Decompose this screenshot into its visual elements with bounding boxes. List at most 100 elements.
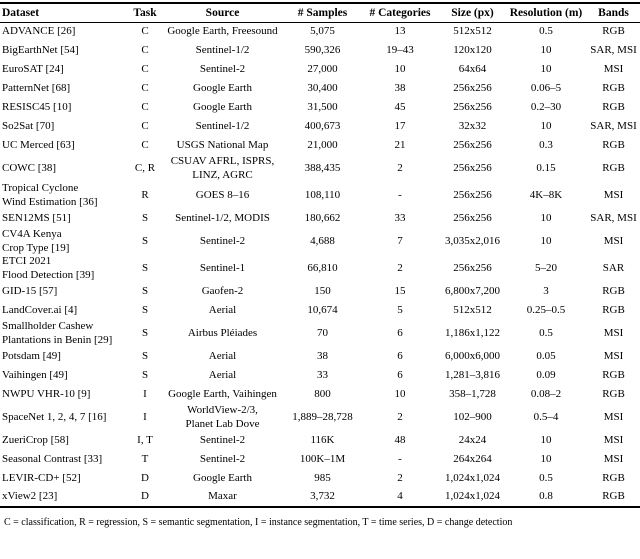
cell-source: Sentinel-2 [199,452,246,465]
cell-dataset: ETCI 2021 Flood Detection [39] [2,255,95,281]
cell-samples: 100K–1M [299,452,346,465]
cell-task: D [141,490,149,503]
cell-source: Sentinel-1 [199,261,246,274]
cell-task: D [141,471,149,484]
cell-source: Google Earth [193,81,252,94]
cell-dataset: xView2 [23] [2,490,58,503]
table-row: RESISC45 [10] C Google Earth 31,500 45 2… [0,98,640,117]
cell-categories: 2 [397,261,403,274]
cell-size: 6,800x7,200 [445,284,500,297]
table-row: CV4A Kenya Crop Type [19] S Sentinel-2 4… [0,228,640,255]
cell-bands: SAR, MSI [590,119,637,132]
cell-source: USGS National Map [176,138,269,151]
table-row: NWPU VHR-10 [9] I Google Earth, Vaihinge… [0,385,640,404]
cell-resolution: 10 [540,62,552,75]
table-row: LandCover.ai [4] S Aerial 10,674 5 512x5… [0,301,640,320]
cell-dataset: LEVIR-CD+ [52] [2,471,81,484]
cell-source: WorldView-2/3, Planet Lab Dove [185,404,260,430]
datasets-table: Dataset Task Source # Samples # Categori… [0,2,640,508]
cell-samples: 400,673 [304,119,341,132]
cell-categories: 4 [397,490,403,503]
cell-source: Sentinel-2 [199,62,246,75]
cell-samples: 66,810 [307,261,338,274]
cell-size: 3,035x2,016 [445,234,500,247]
cell-samples: 108,110 [304,188,341,201]
cell-size: 1,024x1,024 [445,471,500,484]
cell-bands: RGB [602,161,625,174]
cell-resolution: 0.06–5 [530,81,562,94]
cell-resolution: 0.09 [536,368,556,381]
cell-samples: 1,889–28,728 [292,410,353,423]
cell-source: Gaofen-2 [201,284,244,297]
cell-task: S [141,261,149,274]
cell-categories: 6 [397,349,403,362]
cell-resolution: 10 [540,452,552,465]
cell-bands: RGB [602,387,625,400]
cell-samples: 150 [314,284,331,297]
table-row: SEN12MS [51] S Sentinel-1/2, MODIS 180,6… [0,209,640,228]
cell-dataset: CV4A Kenya Crop Type [19] [2,228,70,254]
cell-samples: 388,435 [304,161,341,174]
cell-bands: RGB [602,471,625,484]
cell-categories: 17 [394,119,406,132]
table-row: Tropical Cyclone Wind Estimation [36] R … [0,182,640,209]
cell-categories: 19–43 [386,43,414,56]
cell-categories: 5 [397,303,403,316]
column-header-task: Task [133,6,157,19]
cell-size: 24x24 [458,433,487,446]
cell-categories: 48 [394,433,406,446]
table-row: BigEarthNet [54] C Sentinel-1/2 590,326 … [0,41,640,60]
cell-dataset: ADVANCE [26] [2,25,76,37]
cell-categories: 21 [394,138,406,151]
cell-size: 256x256 [453,81,492,94]
cell-resolution: 10 [540,43,552,56]
table-row: ETCI 2021 Flood Detection [39] S Sentine… [0,255,640,282]
cell-bands: MSI [603,410,624,423]
cell-samples: 180,662 [304,211,341,224]
cell-samples: 800 [314,387,331,400]
cell-task: C [141,43,149,56]
cell-size: 64x64 [458,62,487,75]
cell-source: GOES 8–16 [195,188,250,201]
cell-task: C [141,25,149,37]
cell-bands: RGB [602,81,625,94]
cell-size: 1,281–3,816 [445,368,500,381]
cell-size: 256x256 [453,261,492,274]
header-row: Dataset Task Source # Samples # Categori… [0,3,640,22]
cell-task: I, T [137,433,153,446]
cell-samples: 985 [314,471,331,484]
cell-source: Aerial [208,349,237,362]
cell-bands: RGB [602,303,625,316]
column-header-size: Size (px) [451,6,494,19]
cell-categories: 6 [397,326,403,339]
cell-dataset: GID-15 [57] [2,284,58,297]
cell-resolution: 0.5 [539,326,553,339]
column-header-categories: # Categories [369,6,431,19]
cell-categories: 6 [397,368,403,381]
cell-size: 512x512 [453,303,492,316]
cell-resolution: 10 [540,211,552,224]
cell-dataset: BigEarthNet [54] [2,43,79,56]
cell-bands: MSI [603,452,624,465]
cell-source: Airbus Pléiades [187,326,258,339]
cell-source: Google Earth, Vaihingen [168,387,277,400]
cell-samples: 38 [317,349,328,362]
cell-resolution: 0.15 [536,161,556,174]
cell-categories: 2 [397,471,403,484]
cell-samples: 21,000 [307,138,338,151]
cell-size: 120x120 [453,43,492,56]
cell-task: R [141,188,149,201]
cell-categories: 10 [394,387,406,400]
cell-size: 256x256 [453,188,492,201]
cell-dataset: Tropical Cyclone Wind Estimation [36] [2,182,98,208]
cell-resolution: 0.5–4 [533,410,559,423]
cell-categories: - [398,188,402,201]
cell-bands: RGB [602,368,625,381]
cell-source: CSUAV AFRL, ISPRS, LINZ, AGRC [170,155,275,181]
cell-size: 1,024x1,024 [445,490,500,503]
cell-samples: 590,326 [304,43,341,56]
cell-categories: 15 [394,284,406,297]
cell-samples: 31,500 [307,100,338,113]
cell-samples: 30,400 [307,81,338,94]
cell-task: S [141,303,149,316]
